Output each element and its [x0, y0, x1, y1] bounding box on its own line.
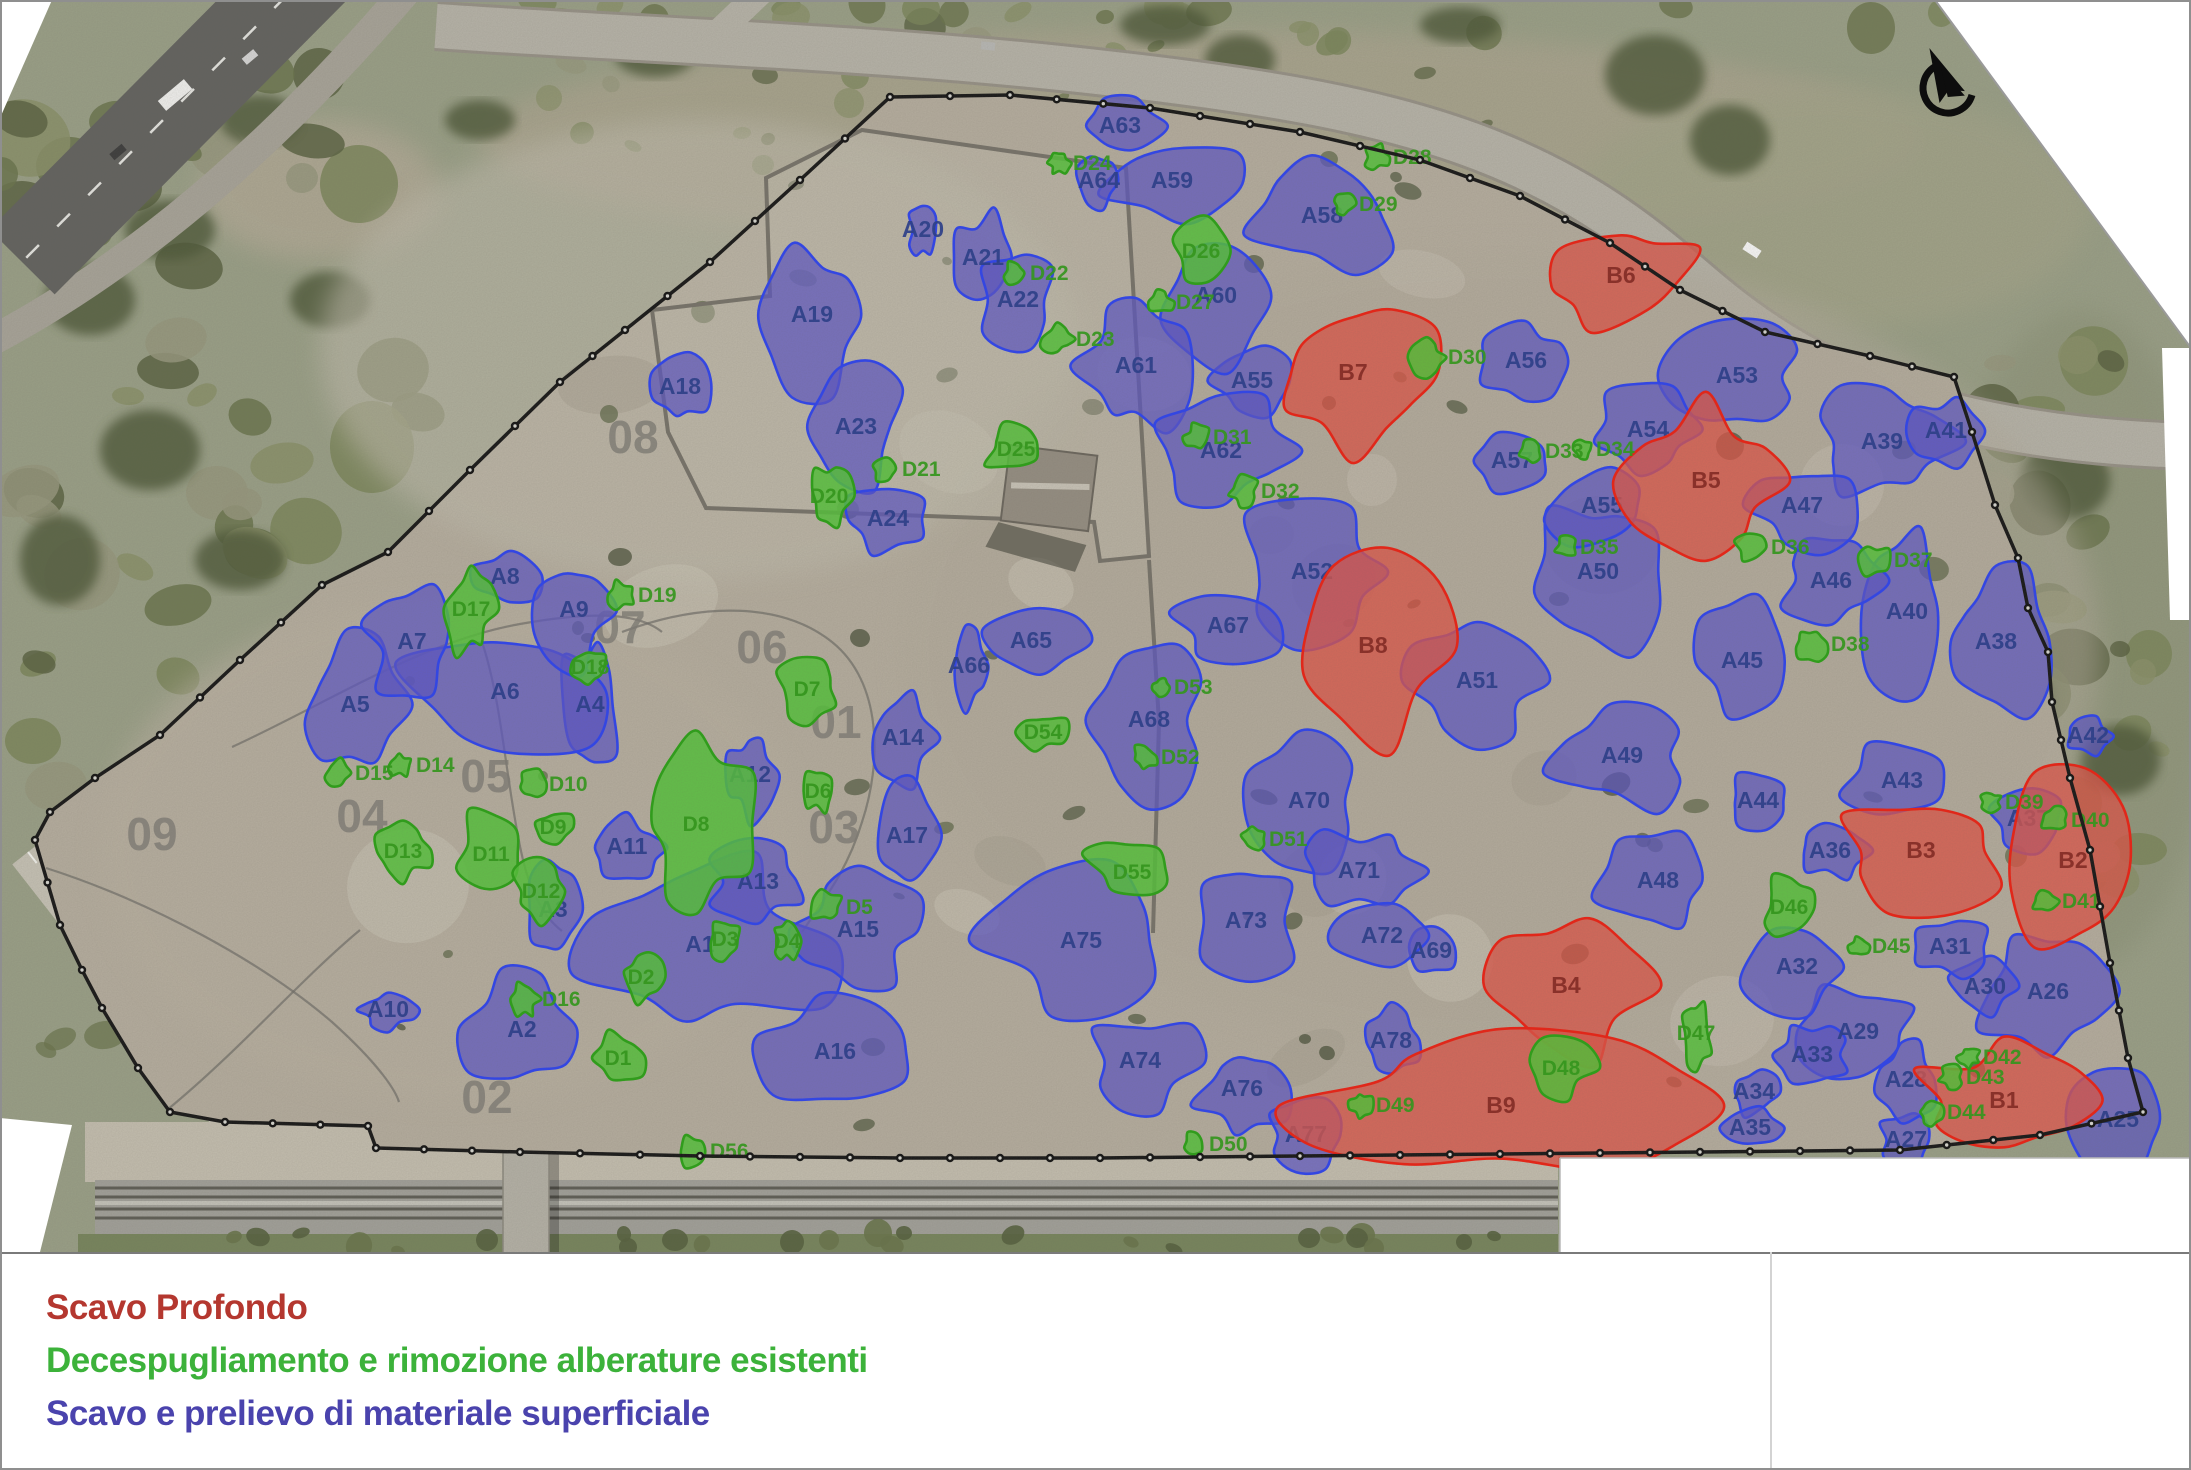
- legend: Scavo Profondo Decespugliamento e rimozio…: [0, 1252, 2191, 1470]
- legend-divider: [1770, 1252, 1772, 1470]
- legend-item-deep-excavation: Scavo Profondo: [46, 1288, 308, 1327]
- site-boundary-layer: [0, 0, 2191, 1252]
- legend-item-surface-excavation: Scavo e prelievo di materiale superficia…: [46, 1394, 710, 1433]
- legend-item-clearing: Decespugliamento e rimozione alberature …: [46, 1341, 868, 1380]
- photo-cutouts: [0, 0, 2191, 1254]
- north-arrow-icon: [1919, 48, 1977, 117]
